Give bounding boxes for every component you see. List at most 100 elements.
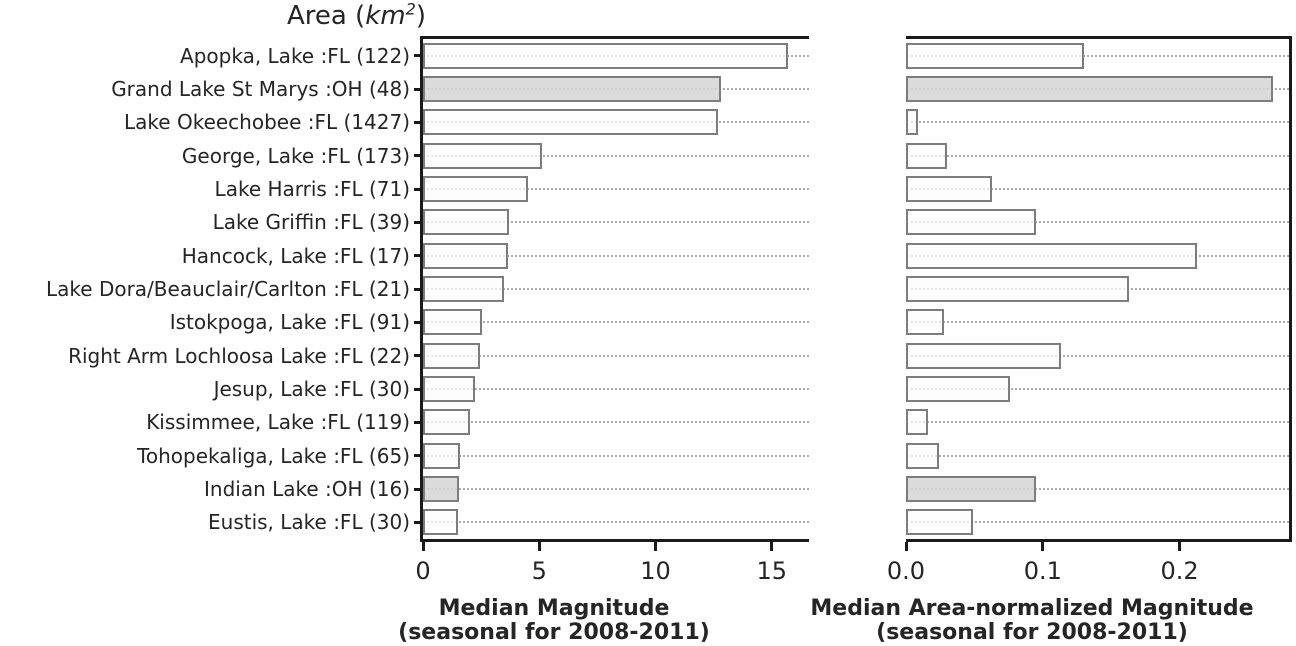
- gridline: [423, 354, 809, 357]
- y-tick-mark: [414, 387, 420, 391]
- x-tick-mark: [770, 542, 774, 551]
- y-tick-mark: [414, 54, 420, 58]
- x-tick-mark: [421, 542, 425, 551]
- y-tick-mark: [414, 254, 420, 258]
- y-tick-mark: [414, 287, 420, 291]
- y-tick-mark: [414, 154, 420, 158]
- gridline: [423, 421, 809, 424]
- bar-istokpoga-lake-fl-91: [423, 309, 483, 336]
- y-tick-mark: [414, 87, 420, 91]
- gridline: [423, 454, 809, 457]
- x-tick-mark: [1178, 542, 1182, 551]
- bar-lake-dora-beauclair-carlton-fl-21: [423, 276, 505, 302]
- gridline: [906, 488, 1289, 490]
- bar-lake-harris-fl-71: [906, 176, 993, 202]
- x-tick-label: 0.2: [1160, 557, 1199, 585]
- bar-george-lake-fl-173: [906, 142, 948, 169]
- bar-tohopekaliga-lake-fl-65: [906, 442, 939, 469]
- category-label: Lake Okeechobee :FL (1427): [124, 110, 410, 135]
- bar-tohopekaliga-lake-fl-65: [423, 442, 461, 469]
- x-tick-mark: [654, 542, 658, 551]
- bar-grand-lake-st-marys-oh-48: [906, 76, 1273, 102]
- bar-istokpoga-lake-fl-91: [906, 309, 945, 336]
- bar-lake-griffin-fl-39: [906, 209, 1036, 236]
- figure-title-suffix: ): [415, 1, 426, 31]
- gridline: [423, 521, 809, 524]
- x-tick-label: 0.0: [886, 557, 926, 585]
- bar-lake-griffin-fl-39: [423, 209, 510, 236]
- left-xaxis-label-line2: (seasonal for 2008-2011): [398, 620, 710, 645]
- y-tick-mark: [414, 120, 420, 124]
- gridline: [906, 454, 1289, 457]
- figure-title-unit: km: [365, 1, 406, 31]
- y-tick-mark: [414, 187, 420, 191]
- figure-title-area-km2: Area (km2): [0, 0, 426, 32]
- right-xaxis-label-line2: (seasonal for 2008-2011): [876, 620, 1188, 645]
- bar-hancock-lake-fl-17: [423, 242, 508, 269]
- gridline: [906, 154, 1289, 157]
- y-tick-mark: [414, 320, 420, 324]
- right-xaxis-label-line1: Median Area-normalized Magnitude: [810, 596, 1254, 621]
- bar-jesup-lake-fl-30: [423, 376, 476, 402]
- left-xaxis-label: Median Magnitude (seasonal for 2008-2011…: [294, 597, 814, 645]
- x-tick-mark: [1041, 542, 1045, 551]
- gridline: [906, 321, 1289, 324]
- category-label: Right Arm Lochloosa Lake :FL (22): [68, 343, 410, 368]
- gridline: [906, 221, 1289, 224]
- bar-right-arm-lochloosa-lake-fl-22: [906, 342, 1061, 369]
- category-label: Jesup, Lake :FL (30): [213, 377, 410, 401]
- bar-george-lake-fl-173: [423, 142, 542, 169]
- gridline: [423, 388, 809, 390]
- y-tick-mark: [414, 454, 420, 458]
- x-tick-mark: [904, 542, 908, 551]
- bar-grand-lake-st-marys-oh-48: [423, 76, 721, 102]
- category-label: Lake Dora/Beauclair/Carlton :FL (21): [46, 277, 410, 301]
- gridline: [906, 421, 1289, 424]
- bar-right-arm-lochloosa-lake-fl-22: [423, 342, 480, 369]
- category-label: Apopka, Lake :FL (122): [180, 43, 410, 68]
- x-tick-label: 0: [415, 557, 431, 585]
- x-tick-label: 0.1: [1023, 557, 1062, 585]
- gridline: [423, 488, 809, 490]
- y-tick-mark: [414, 487, 420, 491]
- right-xaxis-label: Median Area-normalized Magnitude (season…: [772, 597, 1292, 645]
- category-axis-labels: Apopka, Lake :FL (122) Grand Lake St Mary…: [0, 36, 410, 542]
- category-label: Lake Harris :FL (71): [214, 177, 410, 201]
- category-label: Indian Lake :OH (16): [204, 477, 410, 501]
- category-label: Istokpoga, Lake :FL (91): [169, 310, 410, 335]
- y-tick-mark: [414, 520, 420, 524]
- bar-indian-lake-oh-16: [423, 476, 460, 502]
- gridline: [423, 188, 809, 190]
- gridline: [423, 254, 809, 257]
- gridline: [906, 54, 1289, 57]
- gridline: [906, 188, 1289, 190]
- bar-kissimmee-lake-fl-119: [423, 409, 470, 436]
- bar-apopka-lake-fl-122: [423, 42, 789, 69]
- bar-kissimmee-lake-fl-119: [906, 409, 928, 436]
- gridline: [423, 221, 809, 224]
- bar-indian-lake-oh-16: [906, 476, 1036, 502]
- y-tick-mark: [414, 354, 420, 358]
- bar-lake-okeechobee-fl-1427: [906, 109, 919, 136]
- gridline: [906, 354, 1289, 357]
- category-label: Kissimmee, Lake :FL (119): [146, 410, 410, 435]
- category-label: Eustis, Lake :FL (30): [208, 510, 410, 535]
- gridline: [906, 121, 1289, 124]
- gridline: [423, 321, 809, 324]
- bar-hancock-lake-fl-17: [906, 242, 1198, 269]
- x-tick-label: 10: [640, 557, 671, 585]
- bar-apopka-lake-fl-122: [906, 42, 1084, 69]
- x-tick-label: 5: [531, 557, 547, 585]
- median-magnitude-plot-area: 0 5 10 15: [414, 36, 809, 585]
- bar-lake-okeechobee-fl-1427: [423, 109, 719, 136]
- area-normalized-magnitude-plot-area: 0.0 0.1 0.2: [887, 36, 1292, 585]
- bar-lake-harris-fl-71: [423, 176, 528, 202]
- y-tick-mark: [414, 220, 420, 224]
- category-label: Lake Griffin :FL (39): [212, 210, 410, 235]
- category-label: Grand Lake St Marys :OH (48): [111, 77, 410, 101]
- bar-lake-dora-beauclair-carlton-fl-21: [906, 276, 1129, 302]
- gridline: [423, 154, 809, 157]
- x-tick-label: 15: [756, 557, 788, 585]
- gridline: [906, 388, 1289, 390]
